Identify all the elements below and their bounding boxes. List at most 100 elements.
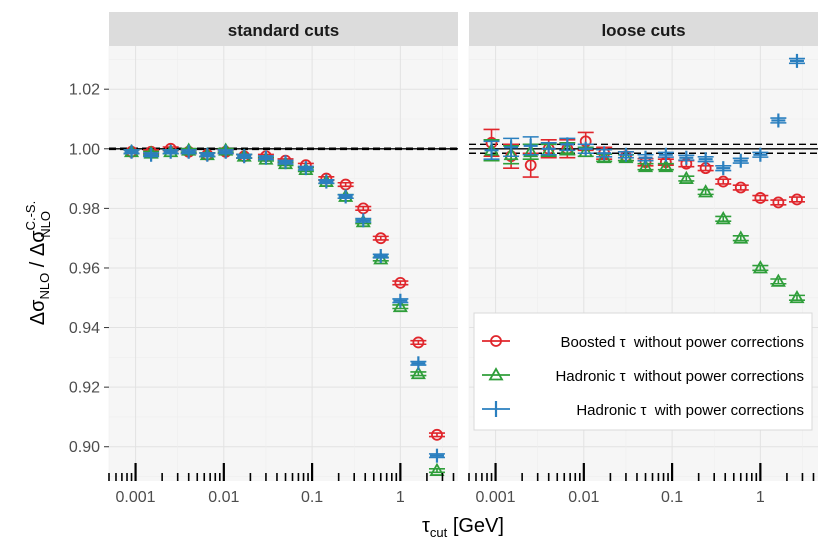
data-point-hadronic_pc	[559, 137, 576, 152]
data-point-hadronic	[428, 462, 445, 476]
data-point-hadronic_pc	[277, 155, 294, 170]
legend-entry-hadronic: Hadronic τ without power corrections	[482, 367, 804, 385]
reference-lines-standard-cuts	[109, 147, 458, 151]
marker-boosted-circle	[524, 159, 537, 172]
marker-boosted-circle	[431, 428, 443, 441]
x-axis-title-unit: [GeV]	[447, 515, 504, 537]
panel-standard-cuts: standard cuts 0.001 0.01 0.1 1	[108, 12, 458, 506]
data-marks-loose-cuts	[483, 53, 805, 304]
panel-title-loose-cuts: loose cuts	[601, 21, 685, 40]
x-tick-labels-loose-cuts: 0.001 0.01 0.1 1	[476, 489, 765, 506]
data-point-hadronic	[715, 210, 732, 225]
marker-hadronic-triangle	[752, 260, 768, 274]
y-tick-label: 1.00	[69, 141, 100, 158]
data-point-hadronic_pc	[540, 141, 557, 156]
x-tick-label: 0.1	[301, 489, 323, 506]
data-point-hadronic	[752, 260, 769, 274]
marker-boosted-circle	[754, 192, 767, 204]
data-point-hadronic_pc	[355, 213, 372, 228]
data-point-hadronic_pc	[236, 149, 253, 164]
data-point-hadronic_pc	[162, 144, 179, 159]
data-point-hadronic_pc	[596, 146, 613, 161]
legend-key-boosted	[482, 335, 510, 347]
data-point-hadronic_pc	[715, 161, 732, 176]
series-hadronic_pc	[483, 53, 805, 176]
marker-boosted-circle	[394, 276, 407, 289]
data-point-hadronic_pc	[180, 144, 197, 159]
data-point-hadronic_pc	[297, 161, 314, 176]
x-tick-label: 0.01	[208, 489, 239, 506]
data-point-hadronic_pc	[143, 147, 160, 162]
data-point-hadronic_pc	[678, 150, 695, 165]
marker-hadronic-triangle	[559, 140, 575, 155]
legend-label-hadronic: Hadronic τ without power corrections	[555, 368, 804, 385]
y-axis-title-tail-sub: NLO	[38, 211, 53, 238]
legend-label-hadronic-pc: Hadronic τ with power corrections	[576, 402, 804, 419]
data-point-hadronic_pc	[577, 141, 594, 156]
data-point-hadronic_pc	[483, 140, 500, 161]
data-point-hadronic_pc	[199, 147, 216, 162]
data-point-hadronic	[697, 184, 714, 198]
x-tick-labels-standard-cuts: 0.001 0.01 0.1 1	[116, 489, 405, 506]
y-tick-label: 0.94	[69, 320, 100, 337]
y-axis-title-tail-sup: C.-S.	[23, 201, 38, 231]
marker-hadronic-triangle	[410, 365, 426, 380]
x-axis-title: τcut [GeV]	[422, 515, 504, 540]
marker-boosted-circle	[791, 193, 803, 206]
plot-area-standard-cuts	[109, 46, 458, 481]
marker-hadronic-triangle	[523, 143, 539, 158]
data-point-hadronic	[732, 230, 749, 244]
marker-hadronic-triangle	[658, 158, 674, 173]
data-point-hadronic_pc	[752, 147, 769, 162]
legend-box	[473, 312, 813, 431]
y-tick-label: 1.02	[69, 82, 100, 99]
x-tick-label: 0.001	[476, 489, 516, 506]
data-point-hadronic_pc	[392, 293, 409, 308]
data-point-hadronic_pc	[318, 174, 335, 189]
marker-boosted-circle	[734, 181, 747, 194]
data-point-boosted	[752, 192, 769, 204]
panel-title-standard-cuts: standard cuts	[228, 21, 339, 40]
y-axis-title: ΔσNLO / ΔσC.-S.NLO	[23, 201, 53, 325]
data-point-hadronic	[770, 273, 787, 287]
data-point-hadronic_pc	[123, 144, 140, 159]
panel-loose-cuts: loose cuts 0.001 0.01 0.1 1	[468, 12, 818, 506]
marker-hadronic-triangle	[578, 143, 594, 158]
legend-key-marker-triangle	[488, 367, 504, 381]
legend-key-marker-circle	[490, 335, 502, 347]
y-tick-label: 0.98	[69, 201, 100, 218]
data-marks-standard-cuts	[123, 142, 445, 476]
marker-hadronic-triangle	[637, 158, 654, 173]
data-point-hadronic_pc	[732, 153, 749, 168]
rug-ticks-loose-cuts	[468, 463, 815, 481]
data-point-hadronic	[410, 365, 427, 380]
y-tick-label: 0.92	[69, 380, 100, 397]
data-point-hadronic_pc	[503, 137, 520, 158]
y-tick-labels: 0.90 0.92 0.94 0.96 0.98 1.00 1.02	[69, 82, 109, 456]
y-axis-title-lead-sub: NLO	[37, 273, 52, 300]
data-point-hadronic	[788, 289, 805, 304]
marker-hadronic-triangle	[789, 289, 805, 304]
x-tick-label: 0.001	[116, 489, 156, 506]
marker-hadronic-triangle	[698, 184, 714, 198]
y-axis-title-tail: Δσ	[27, 230, 49, 256]
data-point-hadronic_pc	[257, 150, 274, 165]
data-point-boosted	[355, 202, 372, 215]
marker-boosted-circle	[374, 232, 387, 245]
y-axis-title-sep: /	[27, 256, 49, 273]
strip-standard-cuts	[109, 12, 458, 46]
strip-loose-cuts	[469, 12, 818, 46]
x-axis-title-symbol: τ	[422, 515, 430, 537]
data-point-boosted	[428, 428, 445, 441]
legend-entry-boosted: Boosted τ without power corrections	[482, 334, 804, 351]
data-point-hadronic_pc	[337, 189, 354, 204]
data-point-hadronic	[657, 158, 674, 173]
grid-standard-cuts	[108, 46, 458, 481]
x-tick-label: 1	[756, 489, 765, 506]
marker-hadronic-triangle	[770, 273, 786, 287]
x-tick-label: 1	[396, 489, 405, 506]
marker-hadronic-triangle	[429, 462, 445, 476]
x-tick-label: 0.1	[661, 489, 683, 506]
marker-hadronic-triangle	[392, 298, 408, 313]
